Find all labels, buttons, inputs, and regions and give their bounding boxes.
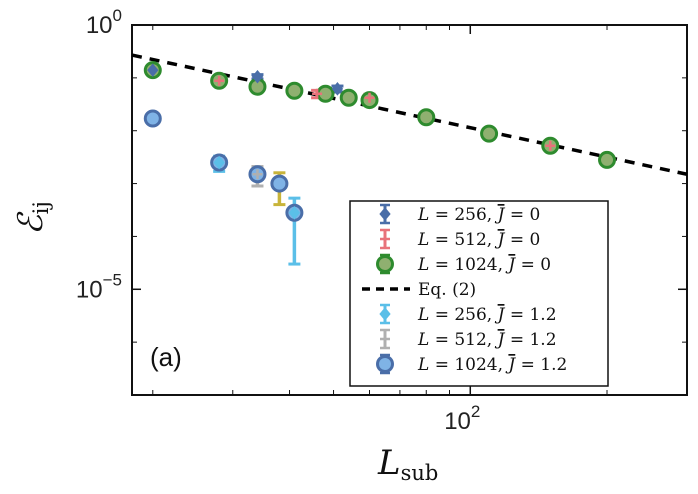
- legend-label: L = 512, J = 1.2: [417, 330, 557, 350]
- legend-label: L = 512, J = 0: [417, 230, 540, 250]
- data-point: [285, 81, 304, 100]
- data-point: [545, 140, 556, 151]
- legend-swatch-marker: [380, 334, 390, 344]
- legend: L = 256, J = 0 L = 512, J = 0 L = 1024, J …: [349, 200, 609, 387]
- y-tick-label: 10−5: [76, 270, 122, 303]
- legend-label: L = 1024, J = 1.2: [417, 355, 567, 375]
- legend-label: Eq. (2): [418, 280, 476, 300]
- data-point: [288, 206, 301, 220]
- legend-swatch-marker: [376, 355, 394, 373]
- legend-swatch-marker: [379, 307, 391, 321]
- data-point: [270, 174, 289, 193]
- legend-swatch-marker: [380, 234, 390, 244]
- data-point: [364, 92, 375, 103]
- data-point: [214, 75, 225, 86]
- x-axis-title: Lsub: [377, 443, 438, 485]
- data-point: [251, 69, 264, 84]
- data-point: [339, 88, 358, 107]
- data-point: [417, 108, 436, 127]
- data-point: [312, 88, 323, 99]
- data-point: [480, 124, 499, 143]
- y-tick-label: 100: [86, 6, 122, 39]
- data-point: [598, 150, 617, 169]
- data-point: [213, 155, 225, 170]
- legend-label: L = 256, J = 0: [417, 205, 540, 225]
- data-point: [143, 109, 162, 128]
- data-point: [147, 63, 159, 77]
- legend-box: [349, 200, 609, 387]
- x-tick-label: 102: [444, 402, 480, 435]
- tick-labels: 100 10−5 102: [76, 6, 480, 435]
- panel-label: (a): [150, 342, 182, 372]
- axis-ticks: [132, 24, 688, 396]
- y-axis-title: ℰij: [11, 201, 53, 235]
- data-point: [252, 169, 263, 180]
- data-markers: [143, 61, 617, 222]
- legend-label: L = 1024, J = 0: [417, 255, 551, 275]
- legend-swatch-marker: [376, 255, 394, 273]
- data-point: [331, 82, 344, 96]
- legend-swatch-marker: [379, 207, 391, 221]
- legend-label: L = 256, J = 1.2: [417, 305, 557, 325]
